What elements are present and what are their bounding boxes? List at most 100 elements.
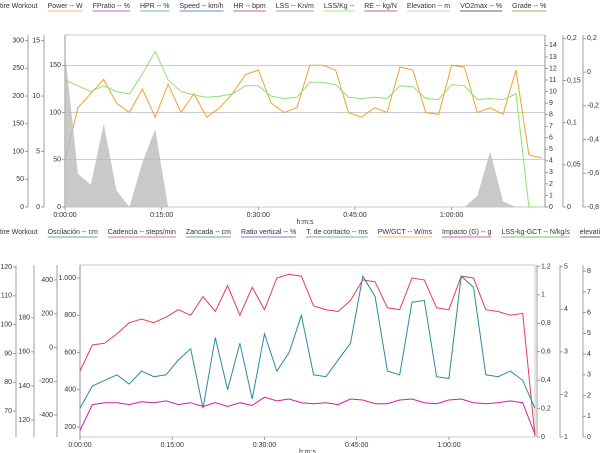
y-tick-label: 1.000 xyxy=(58,275,76,282)
x-tick-label: 1:00:00 xyxy=(440,212,463,219)
y-tick-label: 600 xyxy=(64,349,76,356)
x-tick-label: 0:45:00 xyxy=(343,212,366,219)
y-tick-label: 6 xyxy=(587,310,591,317)
y-tick-label: 2 xyxy=(564,391,568,398)
y-tick-label: 8 xyxy=(549,111,553,118)
y-tick-label: 2 xyxy=(549,181,553,188)
legend-entry: LSS -- Kn/m xyxy=(276,3,314,10)
y-tick-label: 2 xyxy=(587,392,591,399)
legend-title: tire Workout xyxy=(0,3,38,10)
y-tick-label: 7 xyxy=(587,289,591,296)
y-tick-label: 10 xyxy=(549,88,557,95)
y-tick-label: 0,1 xyxy=(567,120,577,127)
y-tick-label: 0,2 xyxy=(541,405,551,412)
legend-entry: LSS/Kg -- xyxy=(324,3,355,10)
legend-entry: LSS-kg-GCT -- N/kg/s xyxy=(501,229,570,236)
y-tick-label: 3 xyxy=(587,372,591,379)
line xyxy=(79,273,536,437)
y-tick-label: -0,2 xyxy=(587,103,599,110)
y-tick-label: 0 xyxy=(36,204,40,211)
y-tick-label: 1 xyxy=(587,413,591,420)
x-tick-label: 0:15:00 xyxy=(161,442,184,449)
y-tick-label: 50 xyxy=(16,176,24,183)
y-tick-label: 14 xyxy=(549,42,557,49)
y-tick-label: 11 xyxy=(549,77,556,84)
legend-entry: Ratio vertical -- % xyxy=(241,229,296,236)
y-tick-label: -0,6 xyxy=(587,170,599,177)
y-tick-label: -0,4 xyxy=(587,136,599,143)
y-tick-label: 110 xyxy=(1,293,12,300)
y-tick-label: 160 xyxy=(18,349,30,356)
legend-entry: T. de contacto -- ms xyxy=(306,229,368,236)
legend-entry: Elevation -- m xyxy=(407,3,450,10)
y-tick-label: 180 xyxy=(18,315,30,322)
y-tick-label: 200 xyxy=(64,424,76,431)
x-tick-label: 0:30:00 xyxy=(247,212,270,219)
y-tick-label: -200 xyxy=(39,378,53,385)
y-tick-label: 1 xyxy=(564,434,568,441)
y-tick-label: 50 xyxy=(53,157,61,164)
y-tick-label: 0,6 xyxy=(541,349,551,356)
legend-entry: Grade -- % xyxy=(512,3,546,10)
area xyxy=(65,51,542,207)
y-tick-label: 400 xyxy=(41,277,53,284)
y-tick-label: 5 xyxy=(549,146,553,153)
y-tick-label: 100 xyxy=(12,148,24,155)
legend-entry: elevation -- m xyxy=(580,229,600,236)
y-tick-label: 250 xyxy=(12,65,24,72)
y-tick-label: 90 xyxy=(4,350,12,357)
legend-title: tire Workout xyxy=(0,229,38,236)
x-tick-label: 0:00:00 xyxy=(68,442,91,449)
y-tick-label: 400 xyxy=(64,387,76,394)
y-tick-label: 12 xyxy=(549,65,557,72)
y-tick-label: 120 xyxy=(0,264,12,271)
y-tick-label: 10 xyxy=(32,93,40,100)
y-tick-label: 4 xyxy=(587,351,591,358)
y-tick-label: 1 xyxy=(549,192,553,199)
x-axis-title: h:m:s xyxy=(296,219,314,226)
y-tick-label: 15 xyxy=(32,37,40,44)
x-tick-label: 0:00:00 xyxy=(53,212,76,219)
y-tick-label: 120 xyxy=(18,417,30,424)
line xyxy=(64,50,542,208)
y-tick-label: 1,2 xyxy=(541,263,551,270)
y-tick-label: 9 xyxy=(549,100,553,107)
y-tick-label: 7 xyxy=(549,123,553,130)
y-tick-label: 1 xyxy=(541,292,545,299)
y-tick-label: -0,8 xyxy=(587,204,599,211)
y-tick-label: 0,15 xyxy=(567,77,581,84)
y-tick-label: 4 xyxy=(564,306,568,313)
line xyxy=(79,274,536,409)
y-tick-label: 5 xyxy=(587,330,591,337)
y-tick-label: 5 xyxy=(36,148,40,155)
x-tick-label: 0:30:00 xyxy=(253,442,276,449)
y-tick-label: 140 xyxy=(18,383,30,390)
legend-entry: FPratio -- % xyxy=(93,3,130,10)
y-tick-label: 3 xyxy=(549,169,553,176)
y-tick-label: 800 xyxy=(64,312,76,319)
x-tick-label: 0:15:00 xyxy=(150,212,173,219)
y-tick-label: 0 xyxy=(20,204,24,211)
y-tick-label: 0,8 xyxy=(541,320,551,327)
y-tick-label: 0,05 xyxy=(567,162,581,169)
x-tick-label: 1:00:00 xyxy=(437,442,460,449)
y-tick-label: -400 xyxy=(39,412,53,419)
y-tick-label: 0 xyxy=(567,204,571,211)
legend-entry: Zancada -- cm xyxy=(186,229,231,236)
y-tick-label: 3 xyxy=(564,349,568,356)
y-tick-label: 5 xyxy=(564,264,568,271)
line xyxy=(64,64,542,160)
legend-entry: Impacto (G) -- g xyxy=(442,229,492,236)
y-tick-label: 13 xyxy=(549,54,557,61)
y-tick-label: 8 xyxy=(587,268,591,275)
legend-entry: Cadencia -- steps/min xyxy=(108,229,176,236)
y-tick-label: 0,2 xyxy=(587,35,597,42)
y-tick-label: 0 xyxy=(541,434,545,441)
legend-entry: Power -- W xyxy=(48,3,83,10)
legend-entry: VO2max -- % xyxy=(460,3,502,10)
y-tick-label: 0 xyxy=(587,69,591,76)
legend-entry: HR -- bpm xyxy=(233,3,265,10)
x-tick-label: 0:45:00 xyxy=(345,442,368,449)
